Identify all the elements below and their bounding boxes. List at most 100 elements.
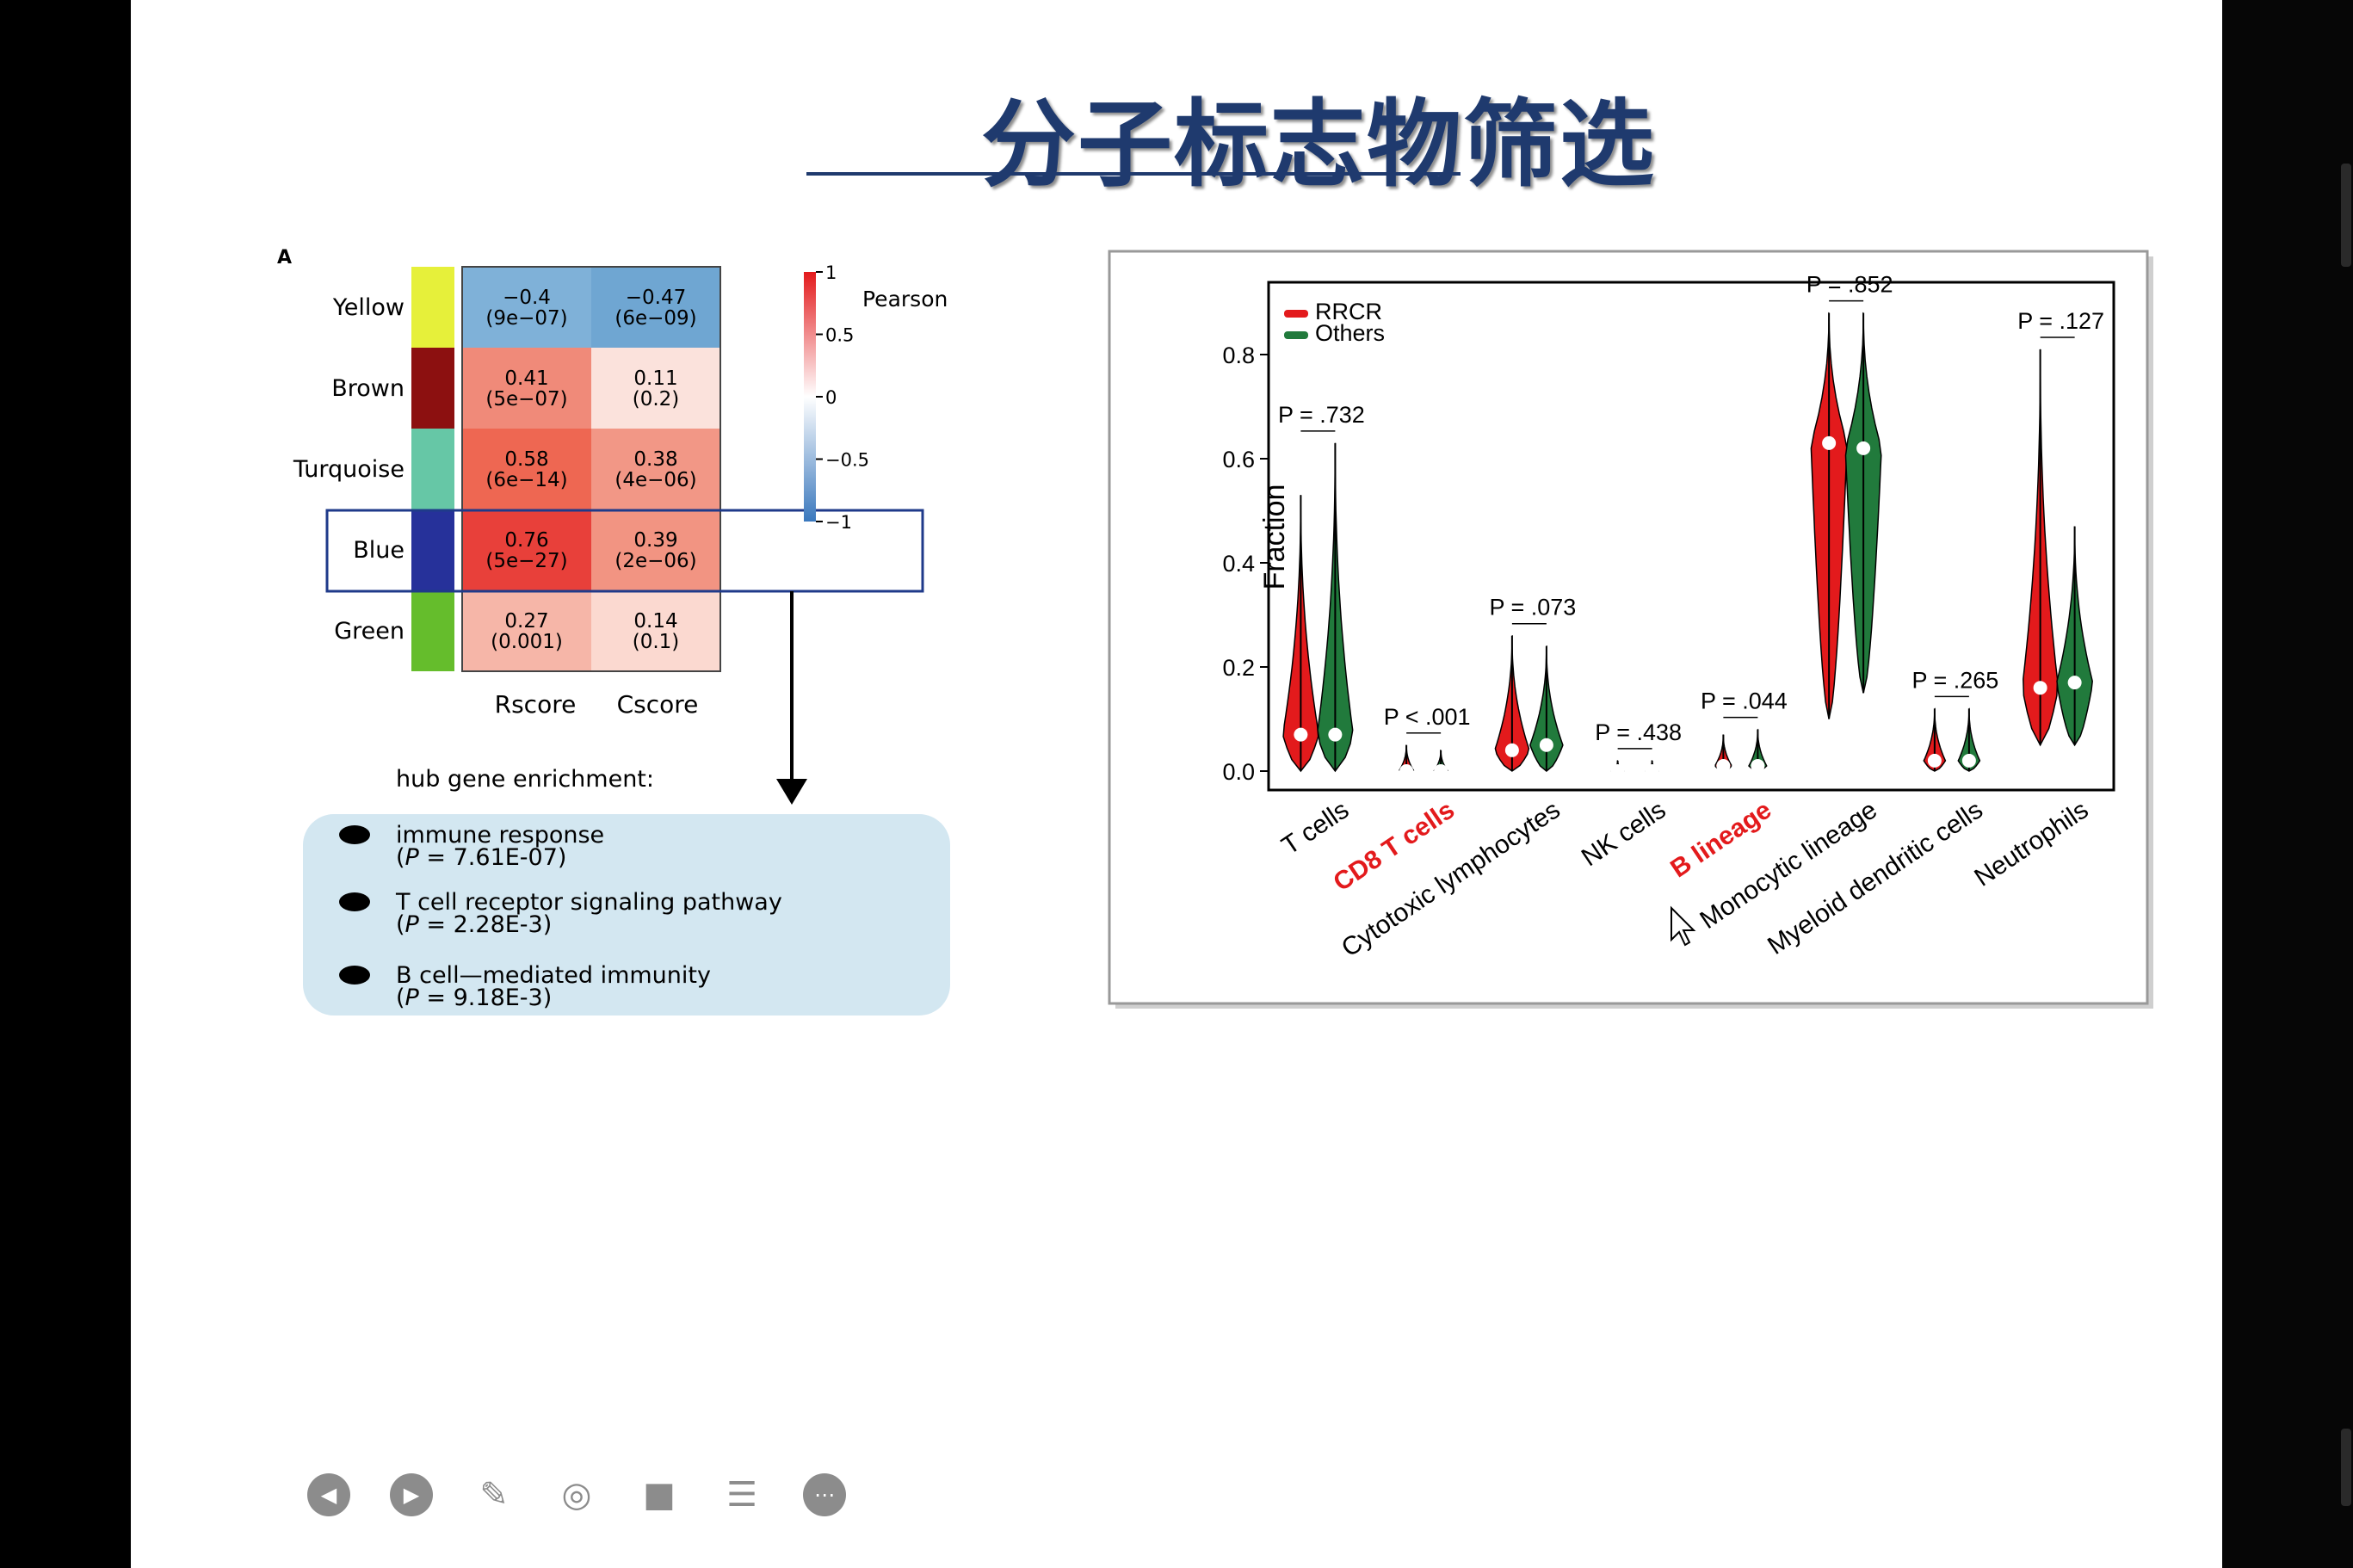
module-label: Yellow	[332, 294, 405, 321]
enrichment-term: T cell receptor signaling pathway	[395, 889, 782, 916]
violin-median-point	[1434, 764, 1448, 778]
cscore-value: −0.47	[626, 287, 686, 309]
pearson-colorbar	[804, 272, 816, 522]
cscore-pvalue: (2e−06)	[614, 550, 696, 572]
legend-label-rrcr: RRCR	[1315, 299, 1382, 324]
violin-median-point	[1328, 727, 1343, 742]
legend-tick-label: 0.5	[825, 325, 854, 346]
violin-median-point	[1645, 764, 1659, 778]
slide-title: 分子标志物筛选	[981, 90, 1656, 200]
rscore-pvalue: (9e−07)	[485, 307, 567, 330]
y-tick-label: 0.8	[1222, 343, 1255, 368]
comment-button[interactable]: ☰	[720, 1473, 763, 1516]
violin-median-point	[1856, 441, 1871, 455]
camera-icon: ■	[643, 1475, 676, 1515]
legend-swatch-others	[1284, 331, 1308, 339]
p-value-label: P = .732	[1278, 402, 1365, 428]
p-open: (	[396, 911, 405, 938]
enrichment-term: immune response	[396, 822, 604, 849]
rscore-pvalue: (6e−14)	[485, 469, 567, 491]
violin-rrcr-5	[1810, 312, 1848, 719]
module-label: Brown	[331, 375, 405, 402]
violin-rrcr-3	[1610, 760, 1625, 778]
violin-median-point	[2033, 681, 2047, 695]
comment-icon: ☰	[726, 1475, 757, 1515]
p-value-label: P < .001	[1384, 704, 1471, 730]
right-side-panel	[2222, 0, 2353, 1568]
enrichment-term: B cell—mediated immunity	[396, 962, 711, 989]
column-label-cscore: Cscore	[617, 690, 699, 719]
p-value: = 9.18E-3)	[419, 985, 552, 1011]
p-symbol: P	[405, 911, 420, 938]
p-value-label: P = .438	[1595, 719, 1682, 745]
cscore-value: 0.38	[633, 448, 677, 471]
chart-frame	[1108, 250, 2149, 1005]
y-tick-label: 0.6	[1222, 447, 1255, 472]
mouse-cursor-icon	[1671, 905, 1696, 947]
violin-median-point	[1539, 738, 1553, 752]
enrichment-box	[303, 814, 950, 1015]
pen-button[interactable]: ✎	[472, 1473, 516, 1516]
rscore-value: 0.27	[504, 610, 548, 633]
rscore-pvalue: (0.001)	[491, 631, 563, 653]
more-button[interactable]: ⋯	[803, 1473, 846, 1516]
plot-area	[1267, 281, 2115, 792]
heatmap-cell-cscore	[591, 267, 720, 348]
violin-median-point	[1399, 764, 1414, 778]
module-label: Turquoise	[293, 456, 405, 483]
next-slide-button[interactable]: ▶	[390, 1473, 433, 1516]
panel-a-label: A	[277, 247, 292, 269]
violin-rrcr-0	[1282, 495, 1319, 773]
violin-others-3	[1645, 760, 1659, 778]
heatmap-cell-cscore	[591, 429, 720, 509]
p-value-label: P = .127	[2017, 308, 2104, 334]
heatmap-cell-rscore	[462, 590, 591, 671]
legend-tick-label: −1	[825, 512, 852, 533]
bullet-icon	[339, 966, 370, 985]
module-color-brown	[411, 348, 454, 429]
screenshot-icon: ◎	[561, 1475, 592, 1515]
enrichment-title: hub gene enrichment:	[396, 766, 654, 793]
violin-rrcr-2	[1494, 634, 1530, 772]
violin-median-point	[1927, 753, 1942, 768]
heatmap-cell-cscore	[591, 509, 720, 590]
heatmap-cell-cscore	[591, 348, 720, 429]
p-value: = 2.28E-3)	[419, 911, 552, 938]
heatmap-cell-rscore	[462, 348, 591, 429]
camera-button[interactable]: ■	[638, 1473, 681, 1516]
legend-tick-label: 0	[825, 387, 837, 408]
heatmap-cell-rscore	[462, 509, 591, 590]
previous-slide-icon: ◀	[320, 1483, 337, 1507]
side-toggle-handle[interactable]	[2341, 1429, 2351, 1506]
p-value-label: P = .073	[1489, 595, 1576, 620]
p-value-label: P = .852	[1806, 272, 1893, 298]
previous-slide-button[interactable]: ◀	[307, 1473, 350, 1516]
bullet-icon	[339, 892, 370, 911]
violin-median-point	[1716, 758, 1731, 773]
rscore-pvalue: (5e−27)	[485, 550, 567, 572]
slide-canvas: 分子标志物筛选 A Yellow −0.4 (9e−07) −0.47 (6e−09) B…	[131, 0, 2222, 1568]
column-label-rscore: Rscore	[495, 690, 577, 719]
scroll-handle[interactable]	[2341, 164, 2351, 267]
presentation-toolbar: ◀ ▶ ✎ ◎ ■ ☰ ⋯	[307, 1473, 846, 1516]
p-open: (	[396, 985, 405, 1011]
enrichment-pvalue: (P = 2.28E-3)	[396, 911, 552, 938]
rscore-value: 0.41	[504, 367, 548, 390]
heatmap-cell-rscore	[462, 267, 591, 348]
screenshot-button[interactable]: ◎	[555, 1473, 598, 1516]
violin-median-point	[1504, 743, 1519, 757]
module-heatmap-figure: A Yellow −0.4(9e−07) −0.47(6e−09) Brown 0.41…	[277, 247, 950, 1015]
cscore-pvalue: (0.2)	[633, 388, 680, 411]
rscore-value: −0.4	[503, 287, 551, 309]
p-symbol: P	[405, 985, 420, 1011]
violin-others-5	[1844, 312, 1882, 694]
heatmap-cell-rscore	[462, 429, 591, 509]
heatmap-frame	[461, 266, 721, 672]
cscore-value: 0.39	[633, 529, 677, 552]
rscore-pvalue: (5e−07)	[485, 388, 567, 411]
bullet-icon	[339, 825, 370, 844]
violin-median-point	[1961, 753, 1976, 768]
cscore-pvalue: (6e−09)	[614, 307, 696, 330]
more-icon: ⋯	[814, 1483, 835, 1507]
violin-median-point	[1822, 435, 1837, 450]
